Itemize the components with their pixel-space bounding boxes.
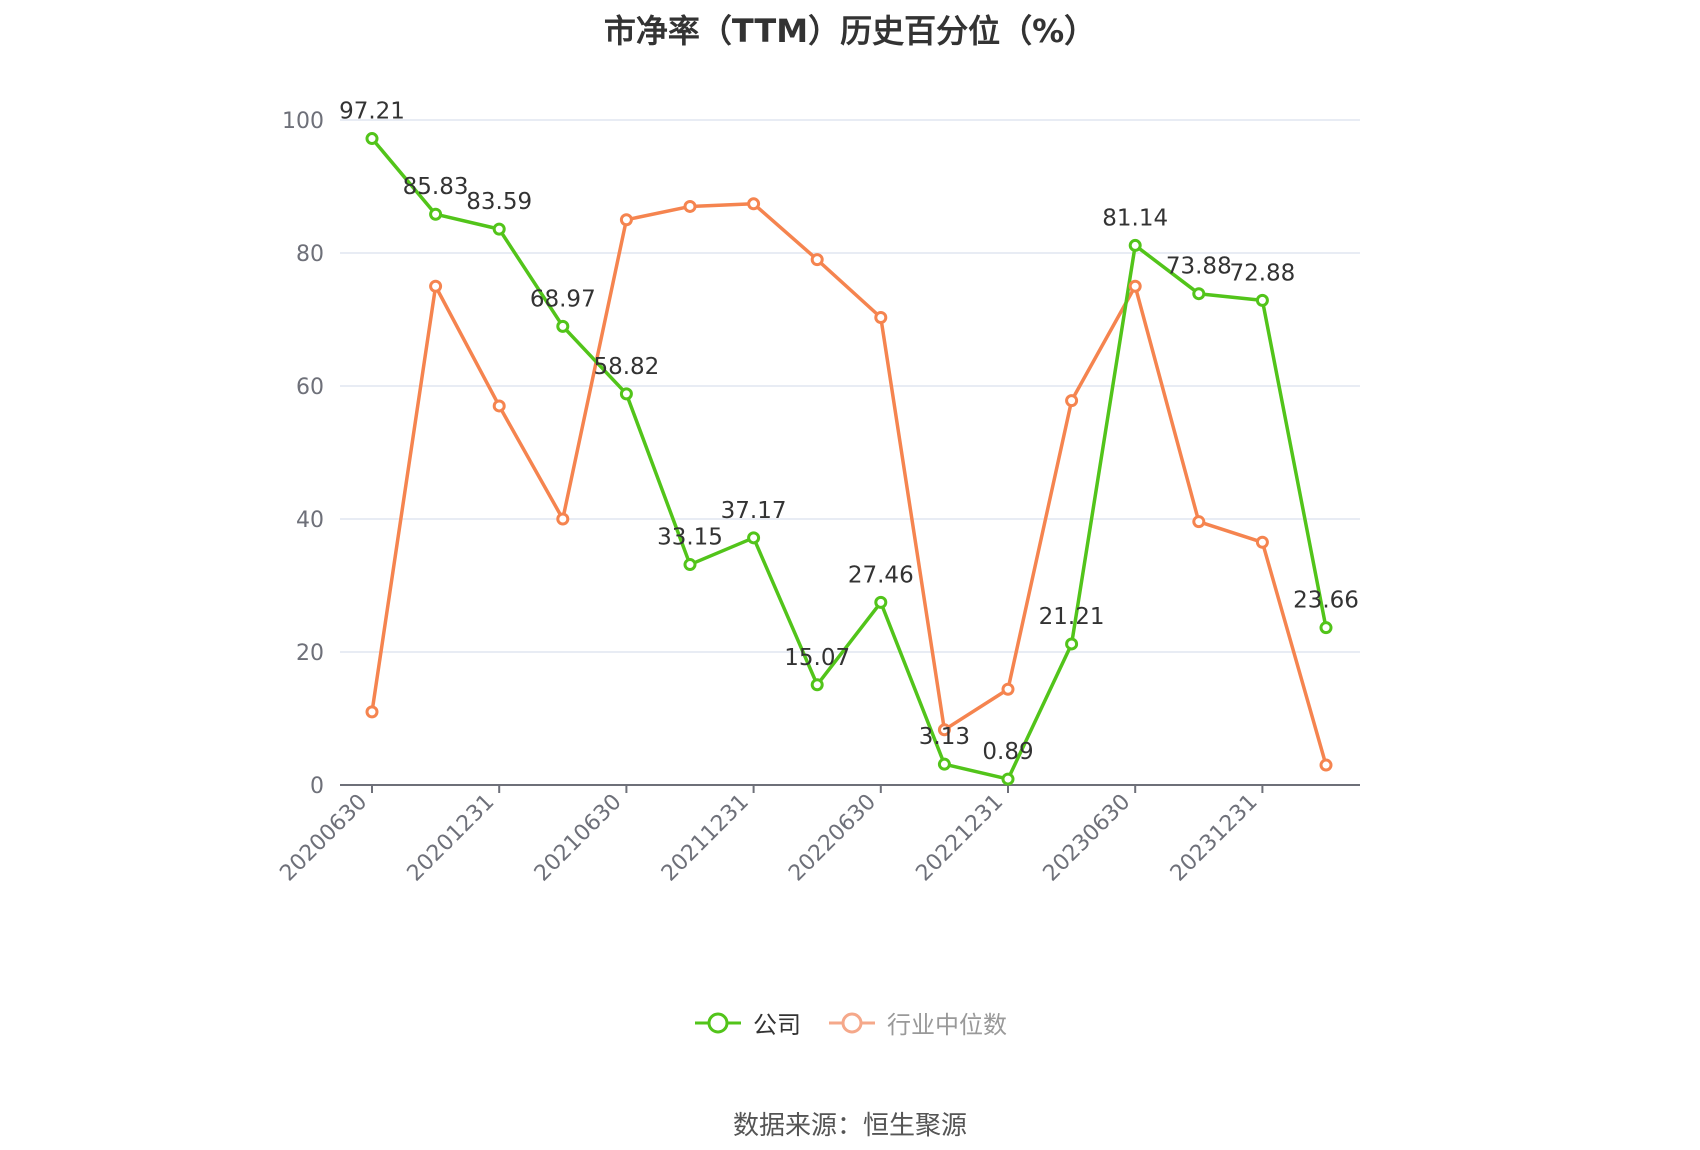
industry-median-point-20210930 — [683, 199, 697, 213]
company-point-20210630 — [619, 387, 633, 401]
data-label-20200930: 85.83 — [403, 174, 469, 200]
x-tick-label-20211231: 20211231 — [657, 790, 754, 887]
data-label-20201231: 83.59 — [466, 189, 532, 215]
industry-median-point-20210331 — [556, 512, 570, 526]
legend-label-industry-median: 行业中位数 — [887, 1011, 1007, 1039]
industry-median-point-20230930 — [1192, 515, 1206, 529]
x-tick-label-20220630: 20220630 — [784, 790, 881, 887]
company-point-20220630 — [874, 595, 888, 609]
x-tick-label-20221231: 20221231 — [911, 790, 1008, 887]
x-tick-label-20210630: 20210630 — [530, 790, 627, 887]
data-label-20210630: 58.82 — [593, 354, 659, 380]
x-tick-label-20201231: 20201231 — [403, 790, 500, 887]
industry-median-point-20210630 — [619, 213, 633, 227]
company-point-20230930 — [1192, 287, 1206, 301]
legend-item-industry-median[interactable]: 行业中位数 — [827, 1005, 1007, 1040]
data-label-20211231: 37.17 — [721, 498, 787, 524]
company-point-20220331 — [810, 678, 824, 692]
data-label-20200630: 97.21 — [339, 99, 405, 125]
data-label-20221231: 0.89 — [982, 739, 1033, 765]
legend: 公司 行业中位数 — [0, 1005, 1700, 1040]
company-point-20231231 — [1255, 293, 1269, 307]
industry-median-point-20240331 — [1319, 758, 1333, 772]
industry-median-point-20230630 — [1128, 279, 1142, 293]
data-label-20210331: 68.97 — [530, 286, 596, 312]
industry-median-point-20230331 — [1065, 394, 1079, 408]
y-tick-label-0: 0 — [310, 774, 324, 799]
y-tick-label-60: 60 — [296, 375, 324, 400]
company-point-20240331 — [1319, 621, 1333, 635]
chart-title: 市净率（TTM）历史百分位（%） — [603, 12, 1097, 50]
company-point-20211231 — [747, 531, 761, 545]
industry-median-point-20231231 — [1255, 535, 1269, 549]
data-label-20210930: 33.15 — [657, 525, 723, 551]
industry-median-point-20220630 — [874, 311, 888, 325]
data-label-20230630: 81.14 — [1102, 205, 1168, 231]
industry-median-point-20200630 — [365, 705, 379, 719]
x-tick-label-20231231: 20231231 — [1166, 790, 1263, 887]
data-label-20230331: 21.21 — [1039, 604, 1105, 630]
data-label-20220630: 27.46 — [848, 562, 914, 588]
company-point-20210331 — [556, 319, 570, 333]
legend-company-marker-icon — [695, 1012, 741, 1033]
company-point-20230630 — [1128, 238, 1142, 252]
company-point-20220930 — [937, 757, 951, 771]
y-tick-label-100: 100 — [282, 109, 324, 134]
data-label-20231231: 72.88 — [1229, 260, 1295, 286]
legend-item-company[interactable]: 公司 — [693, 1005, 801, 1040]
x-tick-label-20230630: 20230630 — [1039, 790, 1136, 887]
company-point-20201231 — [492, 222, 506, 236]
company-point-20230331 — [1065, 637, 1079, 651]
data-label-20220930: 3.13 — [919, 724, 970, 750]
y-tick-label-80: 80 — [296, 242, 324, 267]
company-point-20210930 — [683, 558, 697, 572]
legend-industry-marker-icon — [829, 1012, 875, 1033]
company-point-20200930 — [429, 207, 443, 221]
industry-median-point-20220331 — [810, 253, 824, 267]
y-tick-label-20: 20 — [296, 641, 324, 666]
industry-median-point-20221231 — [1001, 682, 1015, 696]
data-source: 数据来源：恒生聚源 — [732, 1111, 967, 1141]
series-line-industry-median — [370, 202, 1328, 766]
series-line-company — [370, 137, 1328, 781]
data-label-20230930: 73.88 — [1166, 254, 1232, 280]
company-point-20221231 — [1001, 772, 1015, 786]
data-points — [365, 132, 1333, 786]
industry-median-point-20211231 — [747, 197, 761, 211]
company-point-20200630 — [365, 132, 379, 146]
grid-lines — [340, 119, 1360, 653]
industry-median-point-20220930 — [937, 723, 951, 737]
axes: 0 20 40 60 80 100 20200630 20201231 20210630 2021… — [275, 109, 1360, 886]
series-lines — [370, 137, 1328, 781]
y-tick-label-40: 40 — [296, 508, 324, 533]
legend-label-company: 公司 — [753, 1011, 801, 1039]
x-tick-label-20200630: 20200630 — [275, 790, 372, 887]
industry-median-point-20200930 — [429, 279, 443, 293]
data-label-20240331: 23.66 — [1293, 588, 1359, 614]
industry-median-point-20201231 — [492, 399, 506, 413]
data-label-20220331: 15.07 — [784, 645, 850, 671]
